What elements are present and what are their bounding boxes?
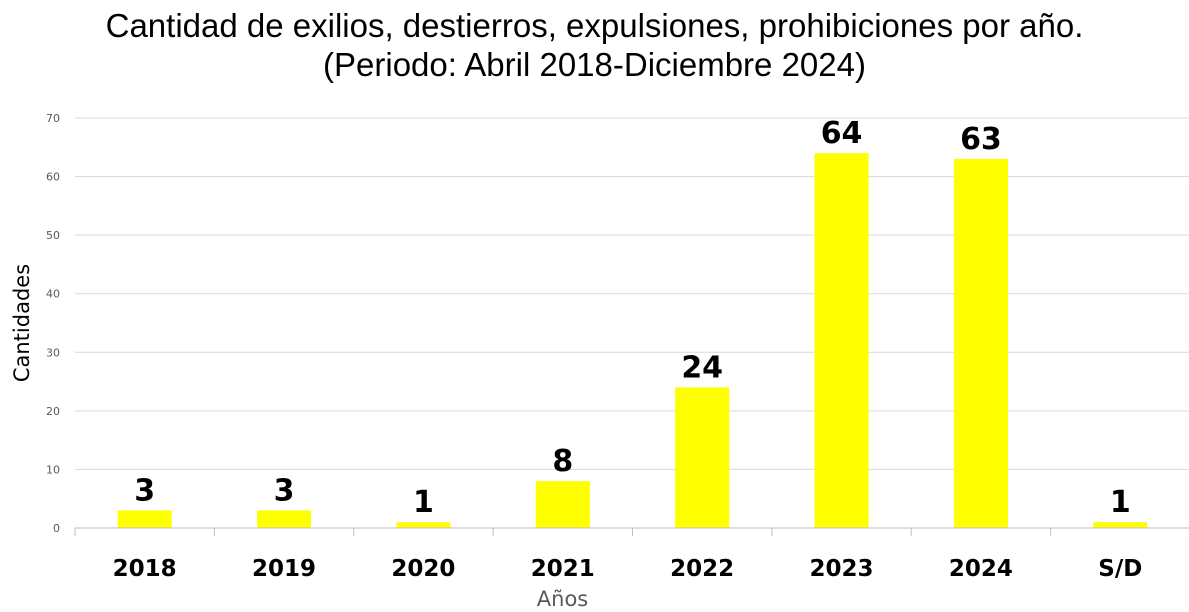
y-tick-label: 0 [53, 522, 60, 535]
y-tick-label: 40 [46, 288, 60, 301]
bar-2020 [396, 522, 451, 528]
x-tick-label-2018: 2018 [113, 556, 177, 582]
y-tick-label: 60 [46, 171, 60, 184]
bar-2022 [675, 387, 730, 528]
bar-2021 [535, 481, 590, 528]
x-tick-label-2024: 2024 [949, 556, 1013, 582]
y-tick-label: 30 [46, 346, 60, 359]
chart-title-line-2: (Periodo: Abril 2018-Diciembre 2024) [323, 46, 866, 83]
data-label-2018: 3 [134, 473, 155, 508]
chart-title: Cantidad de exilios, destierros, expulsi… [0, 6, 1189, 84]
x-tick-label-S/D: S/D [1098, 556, 1142, 582]
y-tick-label: 10 [46, 463, 60, 476]
data-label-2024: 63 [960, 122, 1002, 157]
x-tick-label-2020: 2020 [391, 556, 455, 582]
data-label-2021: 8 [552, 444, 573, 479]
bar-2019 [257, 510, 312, 528]
bar-2023 [814, 153, 869, 528]
x-tick-label-2019: 2019 [252, 556, 316, 582]
y-tick-label: 50 [46, 229, 60, 242]
bar-S/D [1093, 522, 1148, 528]
data-label-S/D: 1 [1110, 485, 1131, 520]
data-label-2020: 1 [413, 485, 434, 520]
x-axis: 2018 2019 2020 2021 2022 2023 2024 S/D [74, 527, 1189, 582]
x-tick-label-2021: 2021 [531, 556, 595, 582]
x-tick-label-2023: 2023 [810, 556, 874, 582]
data-label-2023: 64 [821, 116, 863, 151]
gridlines [75, 117, 1189, 470]
bar-2018 [117, 510, 172, 528]
x-tick-label-2022: 2022 [670, 556, 734, 582]
data-label-2019: 3 [274, 473, 295, 508]
x-axis-title: Años [537, 587, 588, 611]
y-tick-label: 20 [46, 405, 60, 418]
chart-title-line-1: Cantidad de exilios, destierros, expulsi… [105, 7, 1084, 44]
y-axis-title: Cantidades [10, 264, 34, 382]
data-label-2022: 24 [681, 350, 723, 385]
data-labels: 3 3 1 8 24 64 63 1 [134, 116, 1131, 520]
y-tick-label: 70 [46, 112, 60, 125]
y-axis-ticks: 0 10 20 30 40 50 60 70 [46, 112, 60, 535]
bar-2024 [953, 159, 1008, 528]
bars [117, 153, 1148, 528]
